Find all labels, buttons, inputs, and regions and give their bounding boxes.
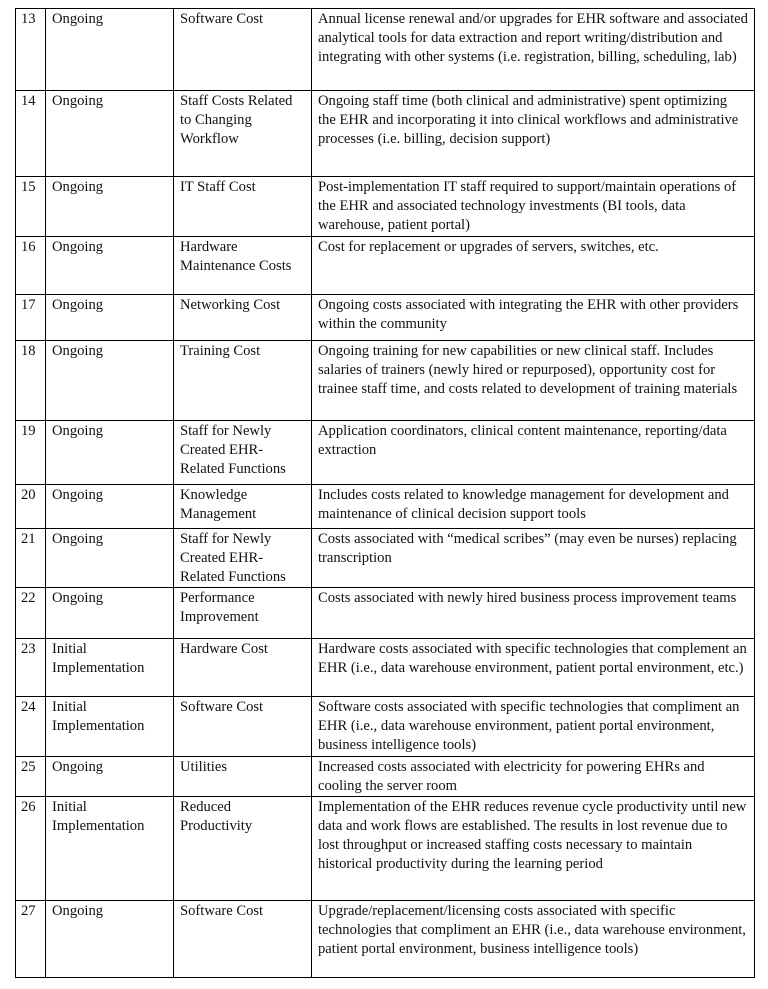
cost-category: Staff Costs Related to Changing Workflow bbox=[173, 90, 312, 177]
cost-category: Software Cost bbox=[173, 696, 312, 757]
table-row: 24 Initial Implementation Software Cost Sof… bbox=[15, 696, 755, 757]
row-number: 16 bbox=[15, 236, 46, 295]
description: Costs associated with “medical scribes” … bbox=[311, 528, 755, 588]
phase: Initial Implementation bbox=[45, 796, 174, 901]
table-row: 13 Ongoing Software Cost Annual license ren… bbox=[15, 8, 755, 91]
phase: Ongoing bbox=[45, 528, 174, 588]
table-row: 19 Ongoing Staff for Newly Created EHR-Rel… bbox=[15, 420, 755, 485]
phase: Initial Implementation bbox=[45, 638, 174, 697]
description: Ongoing costs associated with integratin… bbox=[311, 294, 755, 341]
row-number: 27 bbox=[15, 900, 46, 978]
phase: Ongoing bbox=[45, 420, 174, 485]
description: Ongoing staff time (both clinical and ad… bbox=[311, 90, 755, 177]
table-row: 23 Initial Implementation Hardware Cost Har… bbox=[15, 638, 755, 697]
cost-category: Knowledge Management bbox=[173, 484, 312, 529]
description: Software costs associated with specific … bbox=[311, 696, 755, 757]
phase: Ongoing bbox=[45, 587, 174, 639]
phase: Ongoing bbox=[45, 176, 174, 237]
row-number: 22 bbox=[15, 587, 46, 639]
row-number: 25 bbox=[15, 756, 46, 797]
table-row: 27 Ongoing Software Cost Upgrade/replacemen… bbox=[15, 900, 755, 978]
phase: Ongoing bbox=[45, 756, 174, 797]
table-row: 14 Ongoing Staff Costs Related to Changing… bbox=[15, 90, 755, 177]
description: Cost for replacement or upgrades of serv… bbox=[311, 236, 755, 295]
description: Upgrade/replacement/licensing costs asso… bbox=[311, 900, 755, 978]
table-row: 15 Ongoing IT Staff Cost Post-implementatio… bbox=[15, 176, 755, 237]
table-row: 17 Ongoing Networking Cost Ongoing costs as… bbox=[15, 294, 755, 341]
cost-category: Training Cost bbox=[173, 340, 312, 421]
phase: Ongoing bbox=[45, 900, 174, 978]
description: Increased costs associated with electric… bbox=[311, 756, 755, 797]
description: Post-implementation IT staff required to… bbox=[311, 176, 755, 237]
table-row: 18 Ongoing Training Cost Ongoing training f… bbox=[15, 340, 755, 421]
row-number: 18 bbox=[15, 340, 46, 421]
phase: Ongoing bbox=[45, 8, 174, 91]
row-number: 21 bbox=[15, 528, 46, 588]
row-number: 20 bbox=[15, 484, 46, 529]
row-number: 14 bbox=[15, 90, 46, 177]
row-number: 15 bbox=[15, 176, 46, 237]
phase: Ongoing bbox=[45, 484, 174, 529]
table-row: 21 Ongoing Staff for Newly Created EHR-Rel… bbox=[15, 528, 755, 588]
document: 13 Ongoing Software Cost Annual license ren… bbox=[15, 8, 755, 978]
cost-category: IT Staff Cost bbox=[173, 176, 312, 237]
table-row: 20 Ongoing Knowledge Management Includes co… bbox=[15, 484, 755, 529]
cost-category: Staff for Newly Created EHR-Related Func… bbox=[173, 528, 312, 588]
phase: Ongoing bbox=[45, 340, 174, 421]
cost-category: Performance Improvement bbox=[173, 587, 312, 639]
table-row: 16 Ongoing Hardware Maintenance Costs Cost … bbox=[15, 236, 755, 295]
table-row: 25 Ongoing Utilities Increased costs associ… bbox=[15, 756, 755, 797]
row-number: 13 bbox=[15, 8, 46, 91]
row-number: 19 bbox=[15, 420, 46, 485]
cost-category: Utilities bbox=[173, 756, 312, 797]
row-number: 26 bbox=[15, 796, 46, 901]
row-number: 17 bbox=[15, 294, 46, 341]
table-row: 22 Ongoing Performance Improvement Costs as… bbox=[15, 587, 755, 639]
cost-table: 13 Ongoing Software Cost Annual license ren… bbox=[15, 8, 755, 978]
cost-category: Reduced Productivity bbox=[173, 796, 312, 901]
row-number: 23 bbox=[15, 638, 46, 697]
cost-category: Software Cost bbox=[173, 8, 312, 91]
cost-category: Hardware Cost bbox=[173, 638, 312, 697]
cost-category: Staff for Newly Created EHR-Related Func… bbox=[173, 420, 312, 485]
description: Ongoing training for new capabilities or… bbox=[311, 340, 755, 421]
description: Implementation of the EHR reduces revenu… bbox=[311, 796, 755, 901]
phase: Ongoing bbox=[45, 90, 174, 177]
description: Application coordinators, clinical conte… bbox=[311, 420, 755, 485]
description: Includes costs related to knowledge mana… bbox=[311, 484, 755, 529]
cost-category: Hardware Maintenance Costs bbox=[173, 236, 312, 295]
description: Hardware costs associated with specific … bbox=[311, 638, 755, 697]
phase: Ongoing bbox=[45, 236, 174, 295]
phase: Ongoing bbox=[45, 294, 174, 341]
description: Annual license renewal and/or upgrades f… bbox=[311, 8, 755, 91]
cost-category: Networking Cost bbox=[173, 294, 312, 341]
table-row: 26 Initial Implementation Reduced Producti… bbox=[15, 796, 755, 901]
cost-category: Software Cost bbox=[173, 900, 312, 978]
phase: Initial Implementation bbox=[45, 696, 174, 757]
description: Costs associated with newly hired busine… bbox=[311, 587, 755, 639]
row-number: 24 bbox=[15, 696, 46, 757]
